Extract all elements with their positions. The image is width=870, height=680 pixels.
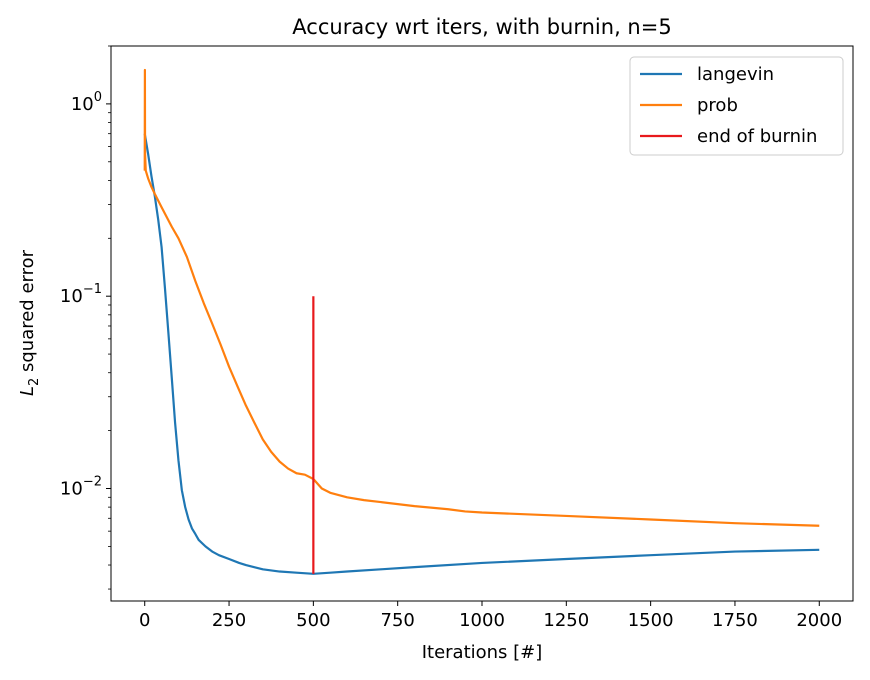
y-axis-title-rest: squared error <box>17 249 38 377</box>
x-tick-label: 1500 <box>628 610 674 631</box>
y-axis-title-main: L <box>17 386 38 396</box>
chart-title: Accuracy wrt iters, with burnin, n=5 <box>292 15 671 39</box>
y-tick-label: 10−2 <box>60 474 102 499</box>
legend: langevin prob end of burnin <box>629 56 844 156</box>
legend-label-end-of-burnin: end of burnin <box>697 126 817 147</box>
y-axis-title-sub: 2 <box>27 378 42 386</box>
x-tick-label: 500 <box>296 610 330 631</box>
y-tick-label: 100 <box>71 90 102 115</box>
x-tick-label: 1750 <box>712 610 758 631</box>
y-axis: 100 10−1 10−2 <box>60 45 111 590</box>
x-tick-label: 0 <box>139 610 150 631</box>
x-axis: 0 250 500 750 1000 1250 1500 1750 2000 <box>139 601 842 631</box>
series-line-prob <box>143 68 820 527</box>
y-tick-label: 10−1 <box>60 282 102 307</box>
x-tick-label: 1250 <box>543 610 589 631</box>
legend-label-prob: prob <box>697 95 738 116</box>
y-axis-title: L2 squared error <box>17 249 42 396</box>
series-line-langevin <box>143 133 820 575</box>
x-tick-label: 2000 <box>796 610 842 631</box>
legend-label-langevin: langevin <box>697 64 774 85</box>
x-tick-label: 250 <box>212 610 246 631</box>
x-tick-label: 1000 <box>459 610 505 631</box>
x-tick-label: 750 <box>381 610 415 631</box>
x-axis-title: Iterations [#] <box>422 642 543 663</box>
series-layer <box>143 68 820 575</box>
legend-box <box>629 56 844 156</box>
